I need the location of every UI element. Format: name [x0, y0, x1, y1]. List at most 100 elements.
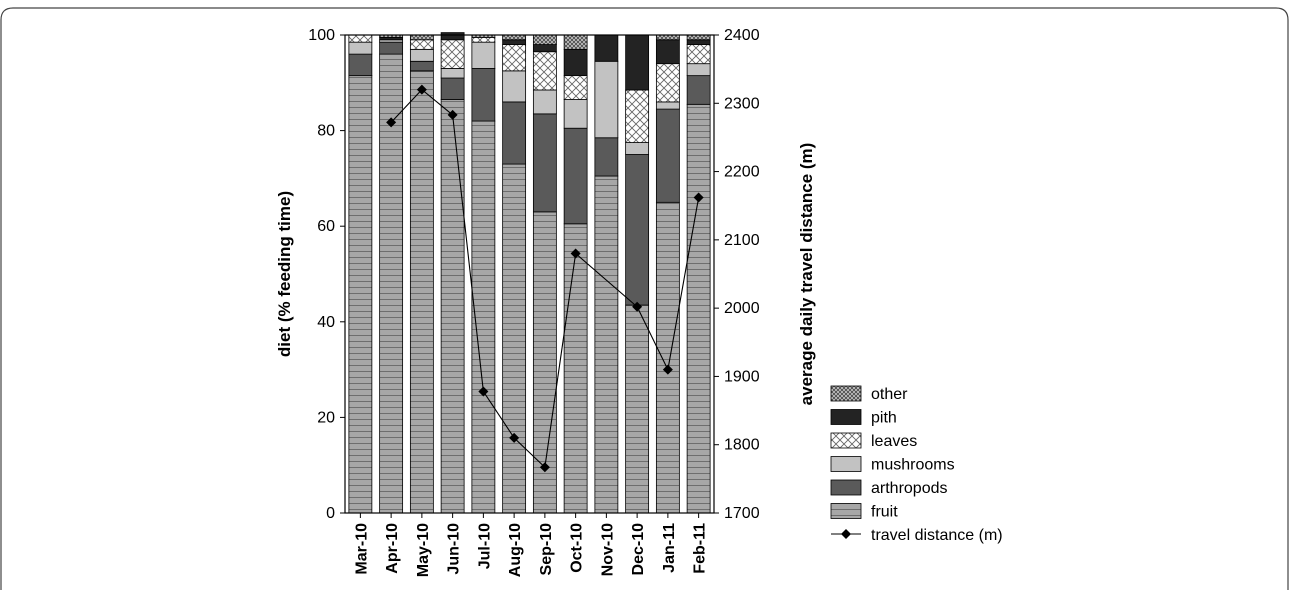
legend-label-travel: travel distance (m)	[871, 527, 1003, 544]
bar-arthropods-Aug-10	[502, 101, 527, 165]
legend: other pith leaves mushrooms arthropods fruit t…	[830, 385, 1003, 544]
left-axis: 0 20 40 60 80 100	[308, 27, 345, 522]
x-tick-label: Oct-10	[569, 523, 586, 573]
y-tick-label: 20	[317, 409, 335, 426]
x-tick-label: Nov-10	[599, 523, 616, 576]
y2-tick-label: 2000	[724, 300, 760, 317]
bar-fruit-Aug-10	[502, 163, 527, 514]
y-tick-label: 0	[326, 505, 335, 522]
bar-arthropods-May-10	[409, 60, 434, 72]
x-tick-label: Jul-10	[476, 523, 493, 569]
bar-fruit-May-10	[409, 70, 434, 514]
travel-point-May-10	[416, 84, 427, 95]
bar-arthropods-Jan-11	[655, 108, 680, 203]
bar-other-May-10	[409, 34, 434, 41]
bar-mushrooms-Sep-10	[532, 89, 557, 115]
bar-fruit-Oct-10	[563, 223, 588, 514]
bar-arthropods-Sep-10	[532, 113, 557, 213]
bar-other-Sep-10	[532, 34, 557, 45]
bar-leaves-Aug-10	[502, 44, 527, 72]
x-tick-label: May-10	[415, 523, 432, 577]
bar-mushrooms-Jun-10	[440, 68, 465, 79]
bar-pith-Jun-10	[440, 32, 465, 41]
bar-pith-Oct-10	[563, 48, 588, 77]
travel-line-layer	[386, 84, 704, 473]
legend-swatch-leaves	[830, 432, 862, 449]
bar-leaves-May-10	[409, 39, 434, 50]
y-tick-label: 40	[317, 314, 335, 331]
frame-border	[0, 7, 1289, 590]
bar-fruit-Feb-11	[686, 103, 711, 514]
bar-leaves-Jul-10	[471, 36, 496, 43]
x-tick-label: Jun-10	[446, 523, 463, 575]
bar-mushrooms-May-10	[409, 48, 434, 62]
bar-arthropods-Dec-10	[625, 154, 650, 306]
bar-leaves-Oct-10	[563, 75, 588, 100]
bar-pith-Jan-11	[655, 39, 680, 65]
legend-swatch-arthropods	[830, 479, 862, 496]
bar-arthropods-Mar-10	[348, 53, 373, 77]
plot-area	[344, 34, 715, 514]
legend-label-leaves: leaves	[871, 433, 917, 450]
x-tick-label: Jan-11	[661, 523, 678, 573]
legend-label-mushrooms: mushrooms	[871, 457, 955, 474]
y2-axis-title: average daily travel distance (m)	[797, 143, 816, 406]
legend-swatch-fruit	[830, 503, 862, 519]
y2-tick-label: 2200	[724, 164, 760, 181]
travel-point-Jan-11	[662, 364, 673, 375]
bar-other-Aug-10	[502, 34, 527, 41]
x-tick-label: Mar-10	[353, 523, 370, 575]
travel-point-Oct-10	[570, 248, 581, 259]
legend-marker-icon	[841, 529, 851, 539]
x-tick-label: Aug-10	[507, 523, 524, 577]
y2-tick-label: 1800	[724, 437, 760, 454]
legend-label-fruit: fruit	[871, 504, 898, 521]
bar-arthropods-Jun-10	[440, 77, 465, 100]
travel-point-Apr-10	[386, 117, 397, 128]
bar-other-Oct-10	[563, 34, 588, 50]
y-tick-label: 60	[317, 218, 335, 235]
bar-leaves-Jun-10	[440, 39, 465, 69]
legend-label-pith: pith	[871, 410, 897, 427]
right-axis: 1700 1800 1900 2000 2100 2200 2300 2400	[714, 27, 760, 522]
bar-fruit-Jun-10	[440, 99, 465, 514]
legend-swatch-mushrooms	[830, 456, 862, 472]
travel-point-Jun-10	[447, 109, 458, 120]
legend-swatch-pith	[830, 409, 862, 425]
x-tick-label: Sep-10	[538, 523, 555, 576]
bar-mushrooms-Aug-10	[502, 70, 527, 103]
y-tick-label: 100	[308, 27, 335, 44]
x-tick-label: Dec-10	[630, 523, 647, 576]
x-axis: Mar-10 Apr-10 May-10 Jun-10 Jul-10 Aug-10 Sep-…	[353, 513, 709, 577]
y-axis-title: diet (% feeding time)	[275, 191, 294, 357]
bar-leaves-Mar-10	[348, 34, 373, 43]
travel-point-Dec-10	[632, 301, 643, 312]
bar-arthropods-Oct-10	[563, 127, 588, 225]
y2-tick-label: 1900	[724, 368, 760, 385]
bar-fruit-Dec-10	[625, 304, 650, 514]
bar-mushrooms-Jul-10	[471, 41, 496, 69]
bar-pith-Feb-11	[686, 39, 711, 45]
bar-fruit-Jan-11	[655, 201, 680, 514]
bar-mushrooms-Nov-10	[594, 60, 619, 139]
bar-pith-Nov-10	[594, 34, 619, 62]
travel-point-Feb-11	[693, 192, 704, 203]
bar-pith-Sep-10	[532, 44, 557, 53]
x-tick-label: Feb-11	[692, 523, 709, 574]
bar-layer	[348, 32, 711, 514]
bar-leaves-Jan-11	[655, 63, 680, 103]
bar-leaves-Feb-11	[686, 44, 711, 65]
bar-mushrooms-Feb-11	[686, 63, 711, 77]
bar-mushrooms-Oct-10	[563, 99, 588, 129]
y2-tick-label: 1700	[724, 505, 760, 522]
y2-tick-label: 2400	[724, 27, 760, 44]
bar-other-Feb-11	[686, 34, 711, 41]
travel-point-Sep-10	[539, 462, 550, 473]
y-tick-label: 80	[317, 123, 335, 140]
bar-other-Jan-11	[655, 34, 680, 41]
travel-point-Aug-10	[509, 432, 520, 443]
y2-tick-label: 2300	[724, 95, 760, 112]
bar-fruit-Mar-10	[348, 75, 373, 514]
legend-swatch-other	[830, 385, 862, 402]
legend-label-other: other	[871, 386, 908, 403]
